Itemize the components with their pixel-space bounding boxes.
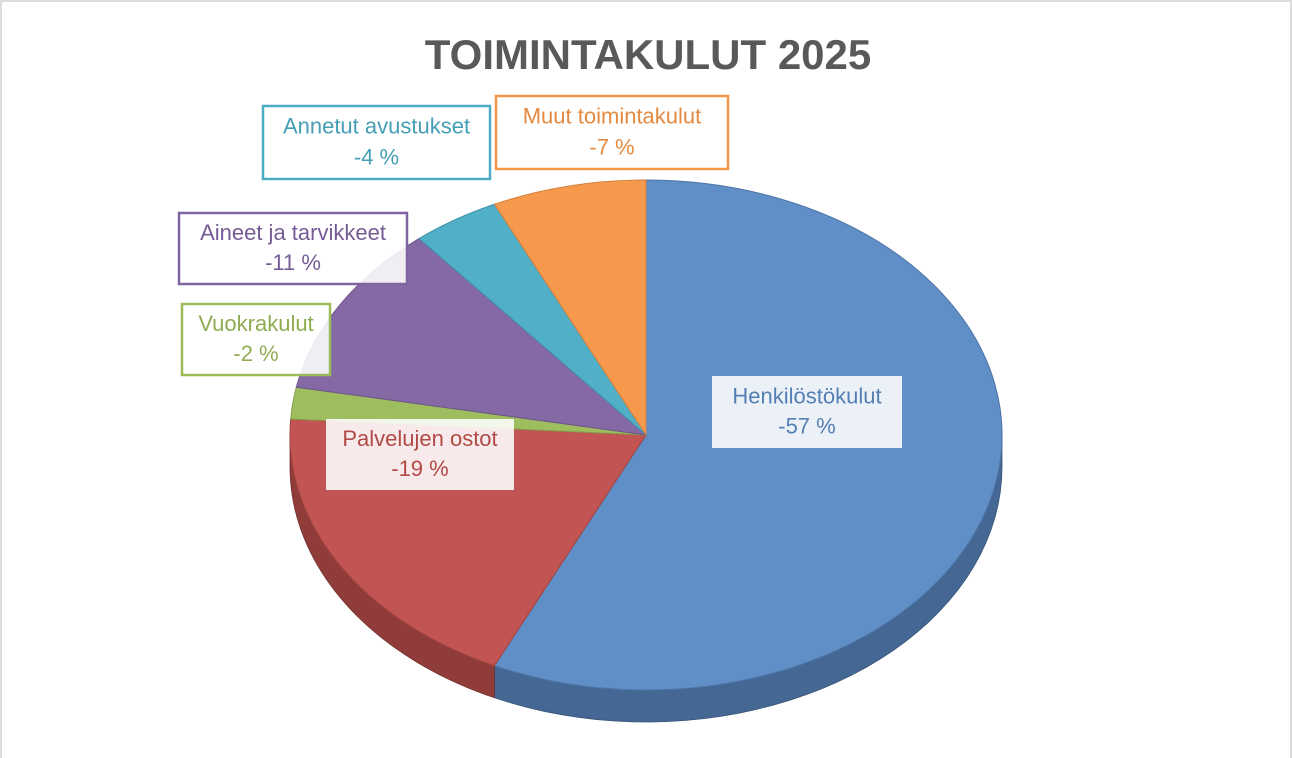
data-label: Palvelujen ostot -19 % <box>326 419 514 490</box>
data-label-value: -4 % <box>354 144 399 169</box>
data-label-box <box>712 376 902 448</box>
data-label-category: Palvelujen ostot <box>342 426 497 451</box>
data-label-category: Vuokrakulut <box>198 311 313 336</box>
chart-title: TOIMINTAKULUT 2025 <box>425 31 872 78</box>
data-label: Aineet ja tarvikkeet -11 % <box>177 211 409 286</box>
data-label-box <box>177 211 409 286</box>
data-label-value: -2 % <box>233 341 278 366</box>
data-label-box <box>180 302 332 377</box>
data-label-value: -11 % <box>265 250 321 275</box>
data-label-value: -19 % <box>391 456 448 481</box>
data-label: Annetut avustukset -4 % <box>261 104 492 181</box>
data-label-box <box>261 104 492 181</box>
data-label: Henkilöstökulut -57 % <box>712 376 902 448</box>
data-label: Muut toimintakulut -7 % <box>494 94 730 171</box>
data-label-category: Muut toimintakulut <box>523 104 702 129</box>
data-label-category: Annetut avustukset <box>283 114 470 139</box>
pie-slice <box>493 179 647 437</box>
data-label-category: Aineet ja tarvikkeet <box>200 220 386 245</box>
data-label: Vuokrakulut -2 % <box>180 302 332 377</box>
data-label-box <box>326 419 514 490</box>
data-label-category: Henkilöstökulut <box>732 383 881 408</box>
data-label-box <box>494 94 730 171</box>
data-label-value: -7 % <box>589 134 634 159</box>
data-label-value: -57 % <box>778 414 835 439</box>
